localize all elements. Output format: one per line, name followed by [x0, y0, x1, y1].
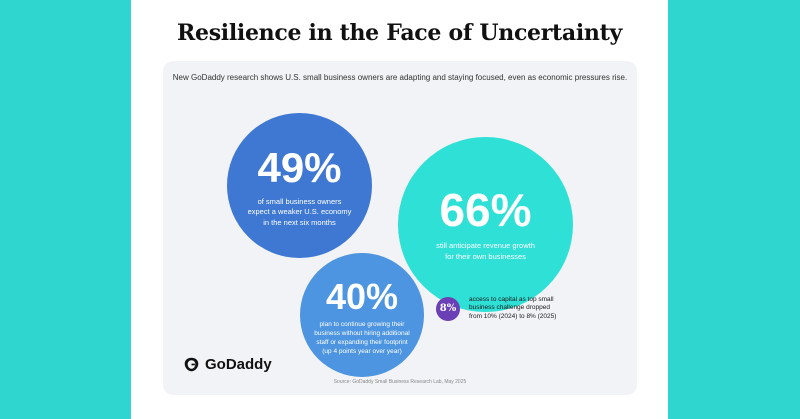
godaddy-logo-icon [184, 357, 199, 372]
source-note: Source: GoDaddy Small Business Research … [333, 379, 467, 385]
stat-circle-40: 40% plan to continue growing their busin… [300, 253, 424, 377]
infographic-subtitle: New GoDaddy research shows U.S. small bu… [172, 73, 628, 82]
stat-circle-66: 66% still anticipate revenue growth for … [398, 137, 573, 312]
godaddy-logo-text: GoDaddy [205, 356, 272, 373]
stat-description-49: of small business owners expect a weaker… [247, 197, 352, 227]
stat-value-40: 40% [325, 276, 399, 318]
stat-value-66: 66% [439, 184, 532, 237]
infographic-title: Resilience in the Face of Uncertainty [177, 20, 622, 46]
stats-panel: New GoDaddy research shows U.S. small bu… [163, 61, 637, 395]
stat-8-block: 8% access to capital as top small busine… [436, 296, 556, 321]
stat-circle-49: 49% of small business owners expect a we… [227, 113, 372, 258]
stat-value-49: 49% [257, 144, 342, 192]
godaddy-logo: GoDaddy [183, 356, 272, 373]
stat-badge-8: 8% [436, 296, 460, 321]
stat-description-40: plan to continue growing their business … [314, 321, 410, 355]
stat-description-8: access to capital as top small business … [469, 296, 557, 320]
infographic-card: Resilience in the Face of Uncertainty Ne… [131, 0, 668, 419]
stat-description-66: still anticipate revenue growth for thei… [436, 241, 535, 261]
